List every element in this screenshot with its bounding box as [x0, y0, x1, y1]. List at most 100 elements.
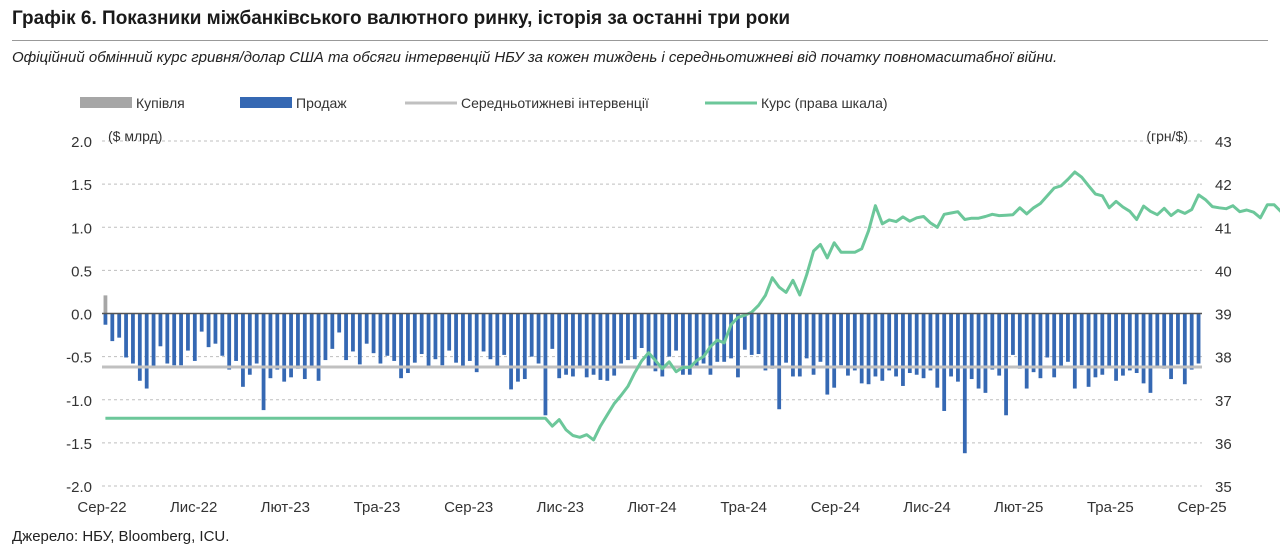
- sell-bar: [646, 313, 651, 367]
- left-tick-label: 1.0: [71, 220, 92, 237]
- sell-bar: [791, 313, 795, 377]
- sell-bar: [316, 313, 321, 381]
- sell-bar: [364, 313, 369, 344]
- sell-bar: [1134, 313, 1139, 374]
- sell-bar: [131, 313, 135, 364]
- sell-bar: [103, 313, 108, 325]
- x-tick-label: Тра-24: [720, 499, 767, 516]
- sell-bar: [1169, 313, 1173, 380]
- sell-bar: [990, 313, 995, 370]
- sell-bar: [351, 313, 355, 352]
- sell-bar: [206, 313, 211, 348]
- sell-bar: [412, 313, 417, 363]
- sell-bar: [309, 313, 314, 368]
- sell-bar: [1031, 313, 1036, 373]
- sell-bar: [186, 313, 190, 351]
- sell-bar: [179, 313, 183, 366]
- sell-bar: [949, 313, 953, 377]
- buy-bar: [103, 295, 108, 314]
- sell-bar: [997, 313, 1002, 376]
- sell-bar: [653, 313, 658, 372]
- sell-bar: [639, 313, 644, 348]
- sell-bar: [935, 313, 940, 388]
- sell-bar: [330, 313, 335, 349]
- sell-bar: [474, 313, 479, 373]
- sell-bar: [406, 313, 410, 374]
- left-axis-unit: ($ млрд): [108, 128, 162, 144]
- sell-bar: [426, 313, 431, 368]
- sell-bar: [371, 313, 376, 354]
- sell-bar: [571, 313, 575, 377]
- sell-bar: [461, 313, 465, 368]
- sell-bar: [192, 313, 197, 361]
- sell-bar: [983, 313, 988, 393]
- sell-bar: [956, 313, 960, 382]
- sell-bar: [289, 313, 293, 378]
- sell-bar: [419, 313, 424, 355]
- sell-bar: [914, 313, 919, 375]
- sell-bar: [901, 313, 905, 386]
- sell-bar: [247, 313, 252, 375]
- sell-bar: [742, 313, 747, 350]
- sell-bar: [797, 313, 802, 377]
- sell-bar: [1038, 313, 1043, 379]
- sell-bar: [694, 313, 699, 367]
- sell-bar: [1024, 313, 1029, 389]
- bars: [103, 295, 1201, 454]
- sell-bar: [1066, 313, 1070, 362]
- x-tick-label: Сер-25: [1177, 499, 1226, 516]
- legend-swatch-sell: [240, 97, 292, 108]
- sell-bar: [1114, 313, 1118, 381]
- sell-bar: [674, 313, 678, 351]
- sell-bar: [543, 313, 548, 416]
- left-tick-label: 0.0: [71, 307, 92, 324]
- sell-bar: [144, 313, 149, 389]
- sell-bar: [887, 313, 892, 371]
- sell-bar: [172, 313, 177, 366]
- sell-bar: [357, 313, 362, 365]
- sell-bar: [392, 313, 397, 361]
- sell-bar: [344, 313, 348, 361]
- sell-bar: [825, 313, 830, 395]
- sell-bar: [591, 313, 596, 375]
- sell-bar: [777, 313, 782, 410]
- sell-bar: [213, 313, 218, 344]
- sell-bar: [323, 313, 328, 361]
- sell-bar: [550, 313, 555, 349]
- sell-bar: [770, 313, 775, 369]
- sell-bar: [681, 313, 685, 375]
- left-tick-label: 1.5: [71, 177, 92, 194]
- sell-bar: [715, 313, 720, 362]
- sell-bar: [846, 313, 850, 376]
- sell-bar: [124, 313, 128, 358]
- sell-bar: [784, 313, 788, 363]
- sell-bar: [612, 313, 617, 376]
- sell-bar: [866, 313, 871, 385]
- sell-bar: [241, 313, 245, 387]
- x-tick-label: Лис-23: [537, 499, 584, 516]
- sell-bar: [165, 313, 170, 364]
- sell-bar: [667, 313, 672, 357]
- right-tick-label: 40: [1215, 263, 1232, 280]
- sell-bar: [1100, 313, 1105, 375]
- sell-bar: [598, 313, 603, 380]
- sell-bar: [378, 313, 383, 364]
- sell-bar: [976, 313, 981, 389]
- sell-bar: [1093, 313, 1098, 378]
- right-tick-label: 39: [1215, 307, 1232, 324]
- sell-bar: [1107, 313, 1112, 367]
- right-tick-label: 42: [1215, 177, 1232, 194]
- source-note: Джерело: НБУ, Bloomberg, ICU.: [12, 528, 230, 545]
- sell-bar: [1121, 313, 1125, 376]
- sell-bar: [756, 313, 761, 355]
- legend-label-buy: Купівля: [136, 95, 185, 111]
- sell-bar: [454, 313, 458, 363]
- legend-label-rate: Курс (права шкала): [761, 95, 888, 111]
- sell-bar: [275, 313, 280, 370]
- right-axis: 43 42 41 40 39 38 37 36 35 (грн/$): [1146, 128, 1231, 496]
- sell-bar: [1155, 313, 1160, 368]
- x-tick-label: Лис-22: [170, 499, 217, 516]
- sell-bar: [261, 313, 266, 411]
- sell-bar: [516, 313, 520, 382]
